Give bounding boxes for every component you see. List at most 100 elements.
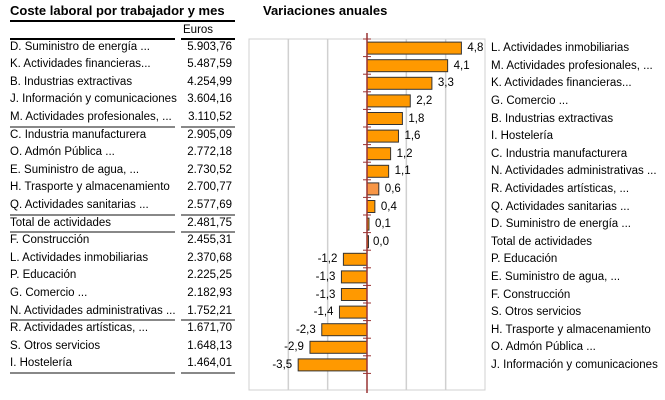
bar xyxy=(366,94,411,108)
data-label: 1,1 xyxy=(394,165,411,178)
table-row: C. Industria manufacturera 2.905,09 xyxy=(10,127,232,145)
bar xyxy=(309,340,368,354)
unit-label: Euros xyxy=(183,24,214,36)
row-label: Q. Actividades sanitarias ... xyxy=(10,198,149,211)
table-row: Q. Actividades sanitarias ... 2.577,69 xyxy=(10,197,232,215)
category-label: S. Otros servicios xyxy=(491,306,582,319)
row-separator xyxy=(10,213,175,216)
row-value: 3.604,16 xyxy=(187,93,232,106)
category-label: P. Educación xyxy=(491,253,558,266)
table-row: D. Suministro de energía ... 5.903,76 xyxy=(10,39,232,57)
row-value: 2.182,93 xyxy=(187,286,232,299)
row-value: 2.481,75 xyxy=(187,216,232,229)
data-label: -1,2 xyxy=(317,253,338,266)
data-label: -3,5 xyxy=(272,358,293,371)
bar xyxy=(340,270,368,284)
bar xyxy=(342,252,368,266)
row-label: L. Actividades inmobiliarias xyxy=(10,251,149,264)
header-line-unit xyxy=(181,38,235,40)
category-label: E. Suministro de agua, ... xyxy=(491,270,621,283)
table-row: F. Construcción 2.455,31 xyxy=(10,232,232,250)
bar xyxy=(366,112,403,125)
bar xyxy=(321,323,368,337)
row-value: 2.225,25 xyxy=(187,269,232,282)
row-value: 2.700,77 xyxy=(187,181,232,194)
category-label: Q. Actividades sanitarias ... xyxy=(491,200,630,213)
data-label: 1,8 xyxy=(408,112,425,125)
row-value: 2.370,68 xyxy=(187,251,232,264)
data-label: -1,3 xyxy=(315,270,336,283)
row-label: G. Comercio ... xyxy=(10,286,88,299)
row-label: H. Trasporte y almacenamiento xyxy=(10,181,170,194)
row-value: 2.577,69 xyxy=(187,198,232,211)
row-separator xyxy=(181,213,235,216)
category-label: G. Comercio ... xyxy=(491,94,569,107)
row-separator xyxy=(181,231,235,234)
data-label: -1,3 xyxy=(315,288,336,301)
row-value: 1.671,70 xyxy=(187,322,232,335)
row-value: 5.487,59 xyxy=(187,58,232,71)
header-line xyxy=(10,38,175,40)
row-separator xyxy=(10,231,175,234)
table-row: N. Actividades administrativas ... 1.752,… xyxy=(10,303,232,321)
data-label: 0,4 xyxy=(380,200,397,213)
bar xyxy=(366,164,390,178)
row-label: D. Suministro de energía ... xyxy=(10,40,150,53)
data-label: 4,8 xyxy=(467,42,484,55)
category-label: D. Suministro de energía ... xyxy=(491,218,631,231)
table-row: L. Actividades inmobiliarias 2.370,68 xyxy=(10,250,232,268)
category-label: R. Actividades artísticas, ... xyxy=(491,182,630,195)
category-label: O. Admón Pública ... xyxy=(491,341,596,354)
category-label: C. Industria manufacturera xyxy=(491,147,628,160)
row-label: P. Educación xyxy=(10,269,77,282)
bar xyxy=(340,288,368,301)
data-label: -2,3 xyxy=(295,323,316,336)
data-label: 0,1 xyxy=(374,218,391,231)
bar xyxy=(338,305,368,319)
data-label: 1,2 xyxy=(396,147,413,160)
table-row: O. Admón Pública ... 2.772,18 xyxy=(10,144,232,162)
row-value: 5.903,76 xyxy=(187,40,232,53)
row-value: 2.455,31 xyxy=(187,234,232,247)
data-label: 0,0 xyxy=(373,235,389,248)
row-value: 1.464,01 xyxy=(187,357,232,370)
table-row: H. Trasporte y almacenamiento 2.700,77 xyxy=(10,179,232,197)
data-label: 1,6 xyxy=(404,130,421,143)
table-row: B. Industrias extractivas 4.254,99 xyxy=(10,74,232,92)
row-value: 2.905,09 xyxy=(187,128,232,141)
table-row: G. Comercio ... 2.182,93 xyxy=(10,285,232,303)
row-separator xyxy=(181,319,235,322)
data-label: 2,2 xyxy=(416,94,433,107)
row-label: R. Actividades artísticas, ... xyxy=(10,322,149,335)
row-value: 2.730,52 xyxy=(187,163,232,176)
row-label: I. Hostelería xyxy=(10,357,72,370)
row-value: 1.648,13 xyxy=(187,339,232,352)
row-label: S. Otros servicios xyxy=(10,339,101,352)
row-label: Total de actividades xyxy=(10,216,112,229)
table-row: S. Otros servicios 1.648,13 xyxy=(10,338,232,356)
data-label: 4,1 xyxy=(453,59,470,72)
bar xyxy=(366,76,433,90)
row-label: F. Construcción xyxy=(10,234,90,247)
table-row: M. Actividades profesionales, ... 3.110,5… xyxy=(10,109,232,127)
data-label: 0,6 xyxy=(384,182,401,195)
bar xyxy=(297,358,368,372)
data-label: 3,3 xyxy=(437,77,454,90)
row-label: N. Actividades administrativas ... xyxy=(10,304,176,317)
table-row: E. Suministro de agua, ... 2.730,52 xyxy=(10,162,232,180)
bar xyxy=(366,147,392,161)
title-underline xyxy=(10,20,235,22)
table-row: I. Hostelería 1.464,01 xyxy=(10,355,232,373)
bar xyxy=(366,200,376,213)
bar xyxy=(366,41,462,55)
category-label: K. Actividades financieras... xyxy=(491,77,632,90)
row-label: K. Actividades financieras... xyxy=(10,58,151,71)
data-label: -2,9 xyxy=(284,341,304,354)
table-row: R. Actividades artísticas, ... 1.671,70 xyxy=(10,320,232,338)
row-separator xyxy=(10,371,175,374)
table-row: Total de actividades 2.481,75 xyxy=(10,215,232,233)
row-separator xyxy=(10,125,175,128)
category-label: B. Industrias extractivas xyxy=(491,112,614,125)
row-label: B. Industrias extractivas xyxy=(10,75,133,88)
bar xyxy=(366,59,449,73)
